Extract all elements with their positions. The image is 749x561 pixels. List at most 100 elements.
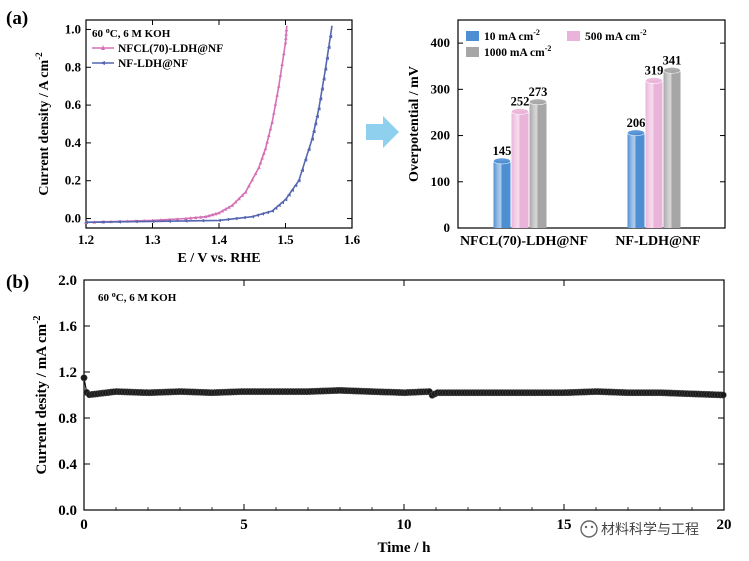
lsv-x-tick-label: 1.6 (344, 232, 361, 247)
lsv-point-marker (270, 209, 274, 213)
lsv-series-line (85, 25, 333, 224)
lsv-point-marker (223, 207, 228, 211)
lsv-point-marker (287, 193, 291, 197)
lsv-point-marker (260, 212, 265, 216)
lsv-point-marker (297, 178, 301, 183)
arrow-icon (366, 116, 399, 148)
lsv-point-marker (193, 215, 198, 220)
lsv-point-marker (277, 84, 281, 88)
bar-legend: 10 mA cm-2 500 mA cm-2 1000 mA cm-2 (466, 28, 647, 59)
lsv-point-marker (265, 210, 270, 215)
bar-value-label: 273 (529, 85, 548, 99)
bar-cap (493, 157, 511, 165)
panel-a-label: (a) (6, 8, 28, 29)
lsv-chart: 1.2 1.3 1.4 1.5 1.6 0.0 0.2 0.4 0.6 0.8 1.0 60 oC,… (34, 19, 361, 266)
lsv-point-marker (265, 140, 270, 144)
lsv-point-marker (328, 34, 333, 39)
lsv-point-marker (284, 36, 288, 40)
lsv-point-marker (283, 40, 288, 45)
stab-x-tick-label: 10 (397, 517, 412, 533)
watermark: 材料科学与工程 (580, 520, 699, 538)
lsv-point-marker (268, 126, 273, 131)
lsv-point-marker (275, 93, 279, 97)
stab-x-tick-label: 5 (240, 517, 248, 533)
bar-shading (663, 70, 681, 228)
lsv-point-marker (134, 219, 138, 224)
lsv-point-marker (150, 219, 155, 224)
bar-legend-swatch (466, 47, 479, 57)
lsv-point-marker (203, 214, 208, 219)
bar-legend-swatch (466, 31, 479, 41)
bar-cap (663, 67, 681, 74)
bar-shading (493, 160, 511, 228)
lsv-point-marker (240, 193, 245, 197)
lsv-y-tick-label: 0.6 (65, 97, 82, 112)
lsv-x-tick-label: 1.5 (277, 232, 294, 247)
stab-y-tick-label: 2.0 (58, 273, 77, 289)
lsv-point-marker (183, 219, 188, 223)
lsv-point-marker (280, 200, 284, 205)
lsv-point-marker (188, 216, 193, 220)
lsv-series-line (85, 25, 288, 224)
lsv-legend-label: NFCL(70)-LDH@NF (118, 43, 223, 55)
lsv-condition: 60 oC, 6 M KOH (92, 26, 171, 40)
lsv-y-tick-label: 0.0 (65, 211, 81, 226)
lsv-point-marker (250, 214, 255, 219)
lsv-point-marker (213, 212, 218, 216)
bar-shading (645, 80, 663, 228)
lsv-point-marker (263, 146, 268, 151)
lsv-point-marker (175, 217, 180, 221)
lsv-ticks: 1.2 1.3 1.4 1.5 1.6 0.0 0.2 0.4 0.6 0.8 1.0 (65, 20, 361, 247)
lsv-point-marker (323, 67, 328, 71)
lsv-point-marker (233, 216, 238, 221)
lsv-point-marker (237, 196, 241, 201)
watermark-text: 材料科学与工程 (601, 522, 699, 538)
lsv-point-marker (280, 62, 284, 66)
bar-legend-label: 1000 mA cm-2 (484, 44, 551, 59)
bar-legend-label: 500 mA cm-2 (585, 28, 647, 43)
lsv-point-marker (320, 87, 324, 91)
lsv-point-marker (198, 215, 203, 219)
lsv-x-tick-label: 1.3 (144, 232, 161, 247)
stab-y-tick-label: 0.8 (58, 411, 77, 427)
lsv-point-marker (262, 151, 266, 155)
lsv-y-tick-label: 0.4 (65, 135, 82, 150)
lsv-legend-marker (100, 61, 105, 65)
bar-shading (529, 101, 547, 228)
stab-y-axis-title: Current desity / mA cm-2 (32, 316, 50, 475)
lsv-point-marker (321, 77, 326, 81)
lsv-point-marker (243, 190, 248, 194)
lsv-point-marker (210, 212, 215, 217)
bar-category-label: NFCL(70)-LDH@NF (460, 234, 588, 249)
lsv-series (84, 25, 333, 225)
lsv-x-tick-label: 1.2 (78, 232, 94, 247)
lsv-point-marker (270, 120, 274, 124)
lsv-point-marker (255, 213, 260, 218)
lsv-y-axis-title: Current density / A cm-2 (34, 52, 52, 196)
stab-point (80, 374, 88, 382)
bar-ticks: 0 100 200 300 400 NFCL(70)-LDH@NF NF-LDH@NF (431, 35, 725, 249)
lsv-point-marker (318, 97, 323, 101)
lsv-point-marker (311, 129, 316, 134)
lsv-point-marker (303, 158, 308, 162)
lsv-point-marker (278, 73, 283, 77)
bar-y-axis-title: Overpotential / mV (407, 66, 422, 182)
lsv-x-axis-title: E / V vs. RHE (177, 251, 260, 266)
bar-value-label: 341 (663, 53, 682, 67)
bar-y-tick-label: 100 (431, 174, 451, 189)
lsv-legend-label: NF-LDH@NF (118, 58, 188, 70)
stab-y-tick-label: 0.4 (58, 457, 77, 473)
stab-x-axis-title: Time / h (377, 540, 431, 556)
stab-x-tick-label: 20 (717, 517, 732, 533)
lsv-point-marker (217, 218, 221, 223)
lsv-point-marker (306, 147, 311, 152)
bar-value-label: 206 (627, 116, 646, 130)
lsv-point-marker (253, 171, 258, 176)
lsv-legend: NFCL(70)-LDH@NF NF-LDH@NF (92, 43, 223, 70)
bar-cap (511, 108, 529, 115)
lsv-point-marker (100, 220, 105, 224)
lsv-point-marker (293, 183, 298, 188)
bar-legend-label: 10 mA cm-2 (484, 28, 540, 43)
lsv-point-marker (272, 111, 276, 115)
